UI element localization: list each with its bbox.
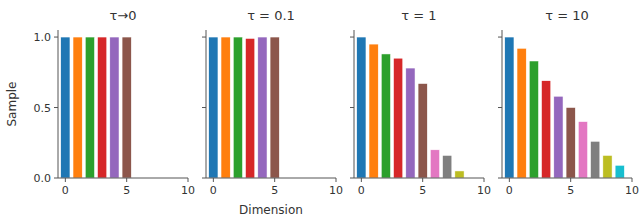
y-tick	[498, 107, 502, 108]
bar	[394, 58, 403, 178]
x-tick	[632, 178, 633, 182]
panel: 0 5 10 τ = 0.1 Dimension	[202, 8, 343, 217]
x-tick	[509, 178, 510, 182]
x-tick	[126, 178, 127, 182]
x-tick-label: 0	[62, 184, 69, 197]
bar	[554, 96, 563, 178]
y-tick	[54, 107, 58, 108]
x-tick-label: 0	[358, 184, 365, 197]
bar	[98, 37, 107, 178]
y-tick-label: 1.0	[34, 31, 52, 44]
x-tick-label: 5	[419, 184, 426, 197]
bar	[357, 37, 366, 178]
bars	[357, 37, 464, 178]
y-tick	[202, 178, 206, 179]
y-tick	[202, 37, 206, 38]
bar	[603, 155, 612, 178]
x-tick-label: 10	[625, 184, 639, 197]
page: {"chart_data": [ {"type": "bar", "title"…	[0, 0, 640, 224]
bar	[542, 81, 551, 178]
bar	[578, 122, 587, 178]
x-tick	[213, 178, 214, 182]
x-axis-line	[502, 178, 632, 179]
bar	[61, 37, 70, 178]
x-tick-label: 0	[210, 184, 217, 197]
bar	[505, 37, 514, 178]
y-tick	[498, 178, 502, 179]
y-tick	[498, 37, 502, 38]
x-tick	[65, 178, 66, 182]
y-axis-label: Sample	[5, 82, 19, 127]
x-tick-label: 0	[506, 184, 513, 197]
x-tick-label: 10	[477, 184, 491, 197]
bar	[430, 150, 439, 178]
bar	[381, 54, 390, 178]
x-axis-line	[354, 178, 484, 179]
bar	[443, 155, 452, 178]
y-axis-line	[502, 30, 503, 178]
x-tick	[336, 178, 337, 182]
x-tick	[484, 178, 485, 182]
x-tick	[274, 178, 275, 182]
x-tick-label: 5	[123, 184, 130, 197]
bar	[270, 37, 279, 178]
y-tick-label: 0.0	[34, 172, 52, 185]
bar	[233, 37, 242, 178]
x-axis-label: Dimension	[239, 203, 303, 217]
bar	[258, 37, 267, 178]
x-tick-label: 10	[329, 184, 343, 197]
x-axis-line	[58, 178, 188, 179]
x-tick	[361, 178, 362, 182]
x-tick-label: 5	[567, 184, 574, 197]
bar	[529, 61, 538, 178]
y-axis-line	[206, 30, 207, 178]
bars	[209, 37, 280, 178]
bar	[418, 84, 427, 178]
panel-title: τ = 0.1	[247, 8, 295, 23]
y-tick	[54, 37, 58, 38]
bars	[61, 37, 132, 178]
x-tick-label: 5	[271, 184, 278, 197]
bar	[122, 37, 131, 178]
bar	[591, 141, 600, 178]
bar	[110, 37, 119, 178]
bar	[209, 37, 218, 178]
panel: 0 5 10 τ = 1	[350, 8, 491, 197]
panel-title: τ→0	[110, 8, 137, 23]
y-tick	[202, 107, 206, 108]
y-axis-line	[58, 30, 59, 178]
bar	[455, 171, 464, 178]
bar	[221, 37, 230, 178]
y-axis-line	[354, 30, 355, 178]
y-tick	[350, 37, 354, 38]
x-tick	[570, 178, 571, 182]
x-tick	[188, 178, 189, 182]
y-tick	[350, 178, 354, 179]
y-tick-label: 0.5	[34, 102, 52, 115]
bar	[246, 38, 255, 178]
bar	[369, 44, 378, 178]
chart-figure: 0.0 0.5 1.0 0 5 10 τ→0 Sample 0 5 10 τ = 0.1 Dimensi…	[0, 0, 640, 224]
bars	[505, 37, 625, 178]
x-tick	[422, 178, 423, 182]
panel-title: τ = 10	[545, 8, 589, 23]
bar	[517, 48, 526, 178]
x-tick-label: 10	[181, 184, 195, 197]
y-tick	[350, 107, 354, 108]
bar	[85, 37, 94, 178]
bar	[73, 37, 82, 178]
y-tick	[54, 178, 58, 179]
panel: 0.0 0.5 1.0 0 5 10 τ→0 Sample	[5, 8, 195, 197]
bar	[566, 108, 575, 178]
bar	[615, 165, 624, 178]
panel: 0 5 10 τ = 10	[498, 8, 639, 197]
bar	[406, 68, 415, 178]
panel-title: τ = 1	[401, 8, 436, 23]
x-axis-line	[206, 178, 336, 179]
